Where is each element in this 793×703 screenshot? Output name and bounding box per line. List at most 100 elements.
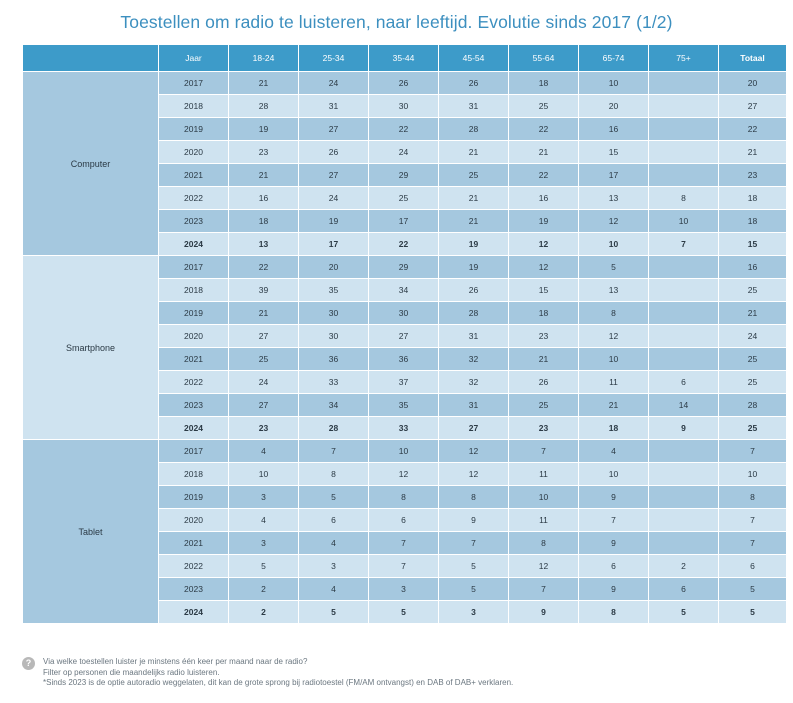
year-cell: 2019	[158, 301, 229, 325]
value-cell-25-34: 20	[298, 255, 369, 279]
value-cell-75-plus	[648, 462, 719, 486]
year-cell: 2023	[158, 393, 229, 417]
table-row: 2018 10 8 12 12 11 10 10	[23, 462, 787, 486]
value-cell-75-plus: 7	[648, 232, 719, 256]
value-cell-45-54: 5	[438, 577, 509, 601]
year-cell: 2017	[158, 255, 229, 279]
value-cell-45-54: 12	[438, 462, 509, 486]
value-cell-65-74: 6	[578, 554, 649, 578]
value-cell-45-54: 3	[438, 600, 509, 624]
table-row: 2024 2 5 5 3 9 8 5 5	[23, 600, 787, 624]
value-cell-25-34: 31	[298, 94, 369, 118]
value-cell-18-24: 13	[228, 232, 299, 256]
value-cell-45-54: 21	[438, 186, 509, 210]
value-cell-25-34: 26	[298, 140, 369, 164]
value-cell-75-plus: 14	[648, 393, 719, 417]
table-row: 2022 24 33 37 32 26 11 6 25	[23, 370, 787, 394]
table-row: 2019 21 30 30 28 18 8 21	[23, 301, 787, 325]
year-cell: 2021	[158, 347, 229, 371]
value-cell-55-64: 8	[508, 531, 579, 555]
value-cell-totaal: 28	[718, 393, 787, 417]
value-cell-25-34: 7	[298, 439, 369, 463]
value-cell-totaal: 25	[718, 416, 787, 440]
value-cell-65-74: 7	[578, 508, 649, 532]
year-cell: 2018	[158, 94, 229, 118]
value-cell-18-24: 19	[228, 117, 299, 141]
column-header-45-54: 45-54	[438, 44, 509, 72]
year-cell: 2023	[158, 577, 229, 601]
table-row: Computer 2017 21 24 26 26 18 10 20	[22, 71, 787, 256]
value-cell-35-44: 29	[368, 255, 439, 279]
table-row: 2024 23 28 33 27 23 18 9 25	[23, 416, 787, 440]
value-cell-55-64: 11	[508, 508, 579, 532]
column-header-jaar: Jaar	[158, 44, 229, 72]
table-row: 2020 27 30 27 31 23 12 24	[23, 324, 787, 348]
value-cell-25-34: 27	[298, 163, 369, 187]
value-cell-45-54: 32	[438, 370, 509, 394]
year-cell: 2022	[158, 370, 229, 394]
value-cell-55-64: 16	[508, 186, 579, 210]
value-cell-25-34: 4	[298, 531, 369, 555]
value-cell-45-54: 32	[438, 347, 509, 371]
year-cell: 2020	[158, 508, 229, 532]
value-cell-25-34: 34	[298, 393, 369, 417]
group-label-computer: Computer	[22, 71, 159, 256]
value-cell-65-74: 20	[578, 94, 649, 118]
value-cell-55-64: 18	[508, 71, 579, 95]
value-cell-18-24: 22	[228, 255, 299, 279]
value-cell-65-74: 5	[578, 255, 649, 279]
value-cell-25-34: 4	[298, 577, 369, 601]
value-cell-totaal: 25	[718, 370, 787, 394]
value-cell-totaal: 22	[718, 117, 787, 141]
value-cell-45-54: 19	[438, 255, 509, 279]
value-cell-18-24: 27	[228, 324, 299, 348]
value-cell-55-64: 25	[508, 94, 579, 118]
value-cell-65-74: 9	[578, 577, 649, 601]
value-cell-45-54: 31	[438, 94, 509, 118]
year-cell: 2022	[158, 554, 229, 578]
table-row: Tablet 2017 4 7 10 12 7 4 7	[22, 439, 787, 624]
table-row: 2021 21 27 29 25 22 17 23	[23, 163, 787, 187]
column-header-75-plus: 75+	[648, 44, 719, 72]
value-cell-65-74: 10	[578, 232, 649, 256]
value-cell-25-34: 24	[298, 186, 369, 210]
value-cell-totaal: 10	[718, 462, 787, 486]
header-row: Jaar 18-24 25-34 35-44 45-54 55-64 65-74…	[22, 44, 787, 72]
value-cell-65-74: 4	[578, 439, 649, 463]
value-cell-25-34: 8	[298, 462, 369, 486]
value-cell-18-24: 3	[228, 531, 299, 555]
value-cell-18-24: 25	[228, 347, 299, 371]
value-cell-35-44: 22	[368, 117, 439, 141]
value-cell-55-64: 19	[508, 209, 579, 233]
table-row: 2021 25 36 36 32 21 10 25	[23, 347, 787, 371]
value-cell-totaal: 15	[718, 232, 787, 256]
value-cell-totaal: 18	[718, 186, 787, 210]
value-cell-totaal: 16	[718, 255, 787, 279]
value-cell-45-54: 21	[438, 209, 509, 233]
value-cell-75-plus: 10	[648, 209, 719, 233]
value-cell-65-74: 12	[578, 324, 649, 348]
value-cell-55-64: 23	[508, 416, 579, 440]
value-cell-45-54: 31	[438, 324, 509, 348]
value-cell-75-plus: 5	[648, 600, 719, 624]
value-cell-65-74: 21	[578, 393, 649, 417]
value-cell-18-24: 5	[228, 554, 299, 578]
value-cell-35-44: 34	[368, 278, 439, 302]
table-row: 2024 13 17 22 19 12 10 7 15	[23, 232, 787, 256]
value-cell-totaal: 25	[718, 347, 787, 371]
value-cell-18-24: 39	[228, 278, 299, 302]
value-cell-75-plus	[648, 301, 719, 325]
year-cell: 2017	[158, 439, 229, 463]
year-cell: 2020	[158, 140, 229, 164]
value-cell-35-44: 37	[368, 370, 439, 394]
value-cell-35-44: 30	[368, 94, 439, 118]
value-cell-18-24: 2	[228, 600, 299, 624]
value-cell-55-64: 12	[508, 232, 579, 256]
value-cell-35-44: 25	[368, 186, 439, 210]
footnote-remark: *Sinds 2023 is de optie autoradio weggel…	[43, 678, 514, 687]
table-row: 2018 28 31 30 31 25 20 27	[23, 94, 787, 118]
value-cell-55-64: 12	[508, 554, 579, 578]
value-cell-45-54: 31	[438, 393, 509, 417]
value-cell-25-34: 3	[298, 554, 369, 578]
value-cell-18-24: 4	[228, 439, 299, 463]
